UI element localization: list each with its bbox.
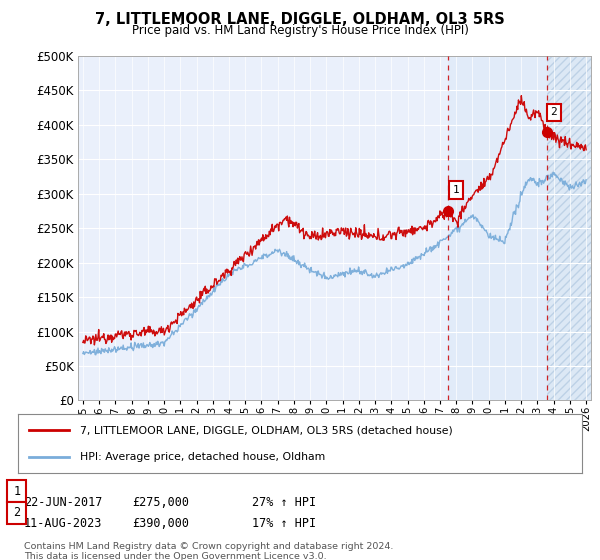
Text: 2: 2 bbox=[551, 108, 557, 118]
Text: 2: 2 bbox=[13, 506, 20, 520]
Text: 22-JUN-2017: 22-JUN-2017 bbox=[24, 496, 103, 508]
Text: 7, LITTLEMOOR LANE, DIGGLE, OLDHAM, OL3 5RS: 7, LITTLEMOOR LANE, DIGGLE, OLDHAM, OL3 … bbox=[95, 12, 505, 27]
Text: 1: 1 bbox=[452, 185, 459, 195]
Text: Price paid vs. HM Land Registry's House Price Index (HPI): Price paid vs. HM Land Registry's House … bbox=[131, 24, 469, 37]
Text: 27% ↑ HPI: 27% ↑ HPI bbox=[252, 496, 316, 508]
Text: 1: 1 bbox=[13, 484, 20, 498]
Text: 17% ↑ HPI: 17% ↑ HPI bbox=[252, 517, 316, 530]
Text: £390,000: £390,000 bbox=[132, 517, 189, 530]
Text: HPI: Average price, detached house, Oldham: HPI: Average price, detached house, Oldh… bbox=[80, 452, 325, 463]
Text: Contains HM Land Registry data © Crown copyright and database right 2024.
This d: Contains HM Land Registry data © Crown c… bbox=[24, 542, 394, 560]
Text: £275,000: £275,000 bbox=[132, 496, 189, 508]
Text: 7, LITTLEMOOR LANE, DIGGLE, OLDHAM, OL3 5RS (detached house): 7, LITTLEMOOR LANE, DIGGLE, OLDHAM, OL3 … bbox=[80, 425, 453, 435]
Text: 11-AUG-2023: 11-AUG-2023 bbox=[24, 517, 103, 530]
